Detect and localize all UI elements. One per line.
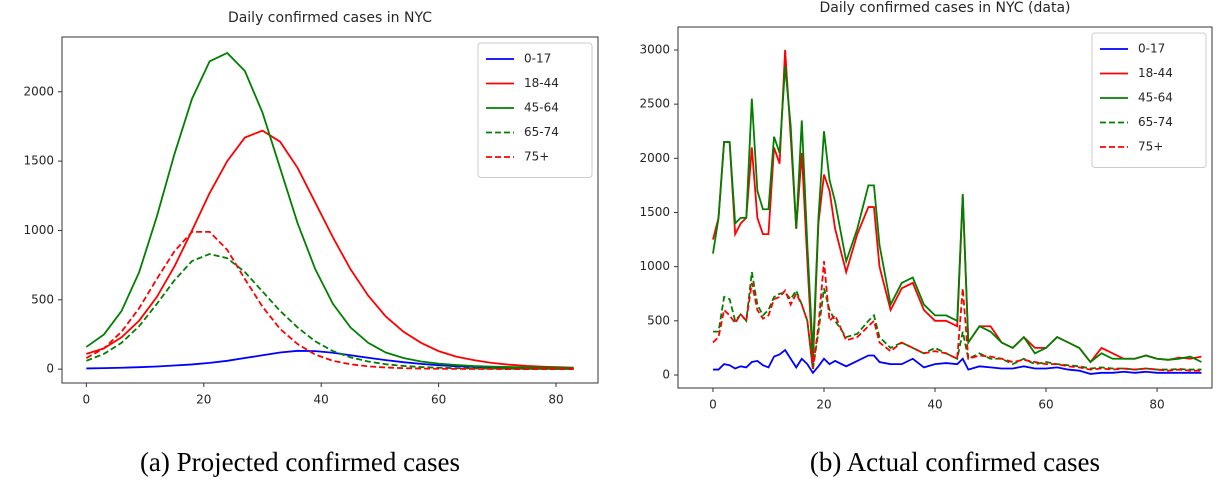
series-line (712, 261, 1202, 372)
y-tick-label: 1000 (639, 259, 670, 273)
legend-label: 0-17 (524, 52, 551, 66)
y-tick-label: 2500 (639, 97, 670, 111)
series-line (712, 66, 1202, 364)
series-line (85, 230, 574, 371)
chart-title: Daily confirmed cases in NYC (228, 10, 432, 26)
x-tick-label: 60 (1038, 398, 1053, 412)
legend-label: 75+ (1138, 140, 1163, 154)
y-tick-label: 0 (662, 367, 670, 381)
plot-frame (61, 36, 599, 384)
legend-box (1091, 32, 1207, 168)
y-tick-label: 0 (46, 362, 54, 376)
y-tick-label: 500 (647, 313, 670, 327)
y-tick-label: 1000 (23, 223, 54, 237)
x-tick-label: 60 (431, 393, 446, 407)
series-line (86, 129, 574, 369)
x-tick-label: 80 (548, 393, 563, 407)
caption: (a) Projected confirmed cases (140, 447, 460, 477)
legend-label: 65-74 (524, 125, 559, 139)
legend-label: 65-74 (1138, 115, 1173, 129)
x-tick-label: 20 (196, 393, 211, 407)
series-line (712, 271, 1202, 371)
series-line (85, 51, 574, 369)
chart-title: Daily confirmed cases in NYC (data) (819, 0, 1070, 16)
y-tick-label: 2000 (23, 84, 54, 98)
series-line (86, 253, 574, 370)
x-tick-label: 80 (1149, 398, 1164, 412)
series-line (712, 49, 1202, 365)
x-tick-label: 20 (816, 398, 831, 412)
plot-frame (677, 26, 1213, 389)
x-tick-label: 0 (83, 393, 91, 407)
x-tick-label: 0 (709, 398, 717, 412)
y-tick-label: 3000 (639, 42, 670, 56)
series-line (712, 348, 1202, 375)
x-tick-label: 40 (314, 393, 329, 407)
legend-label: 18-44 (524, 76, 559, 90)
y-tick-label: 2000 (639, 151, 670, 165)
legend-label: 18-44 (1138, 66, 1173, 80)
caption: (b) Actual confirmed cases (810, 447, 1100, 477)
y-tick-label: 500 (31, 292, 54, 306)
legend-label: 45-64 (524, 101, 559, 115)
legend-label: 45-64 (1138, 91, 1173, 105)
legend-box (477, 42, 593, 178)
legend-label: 75+ (524, 150, 549, 164)
y-tick-label: 1500 (23, 154, 54, 168)
legend-label: 0-17 (1138, 42, 1165, 56)
x-tick-label: 40 (927, 398, 942, 412)
y-tick-label: 1500 (639, 205, 670, 219)
